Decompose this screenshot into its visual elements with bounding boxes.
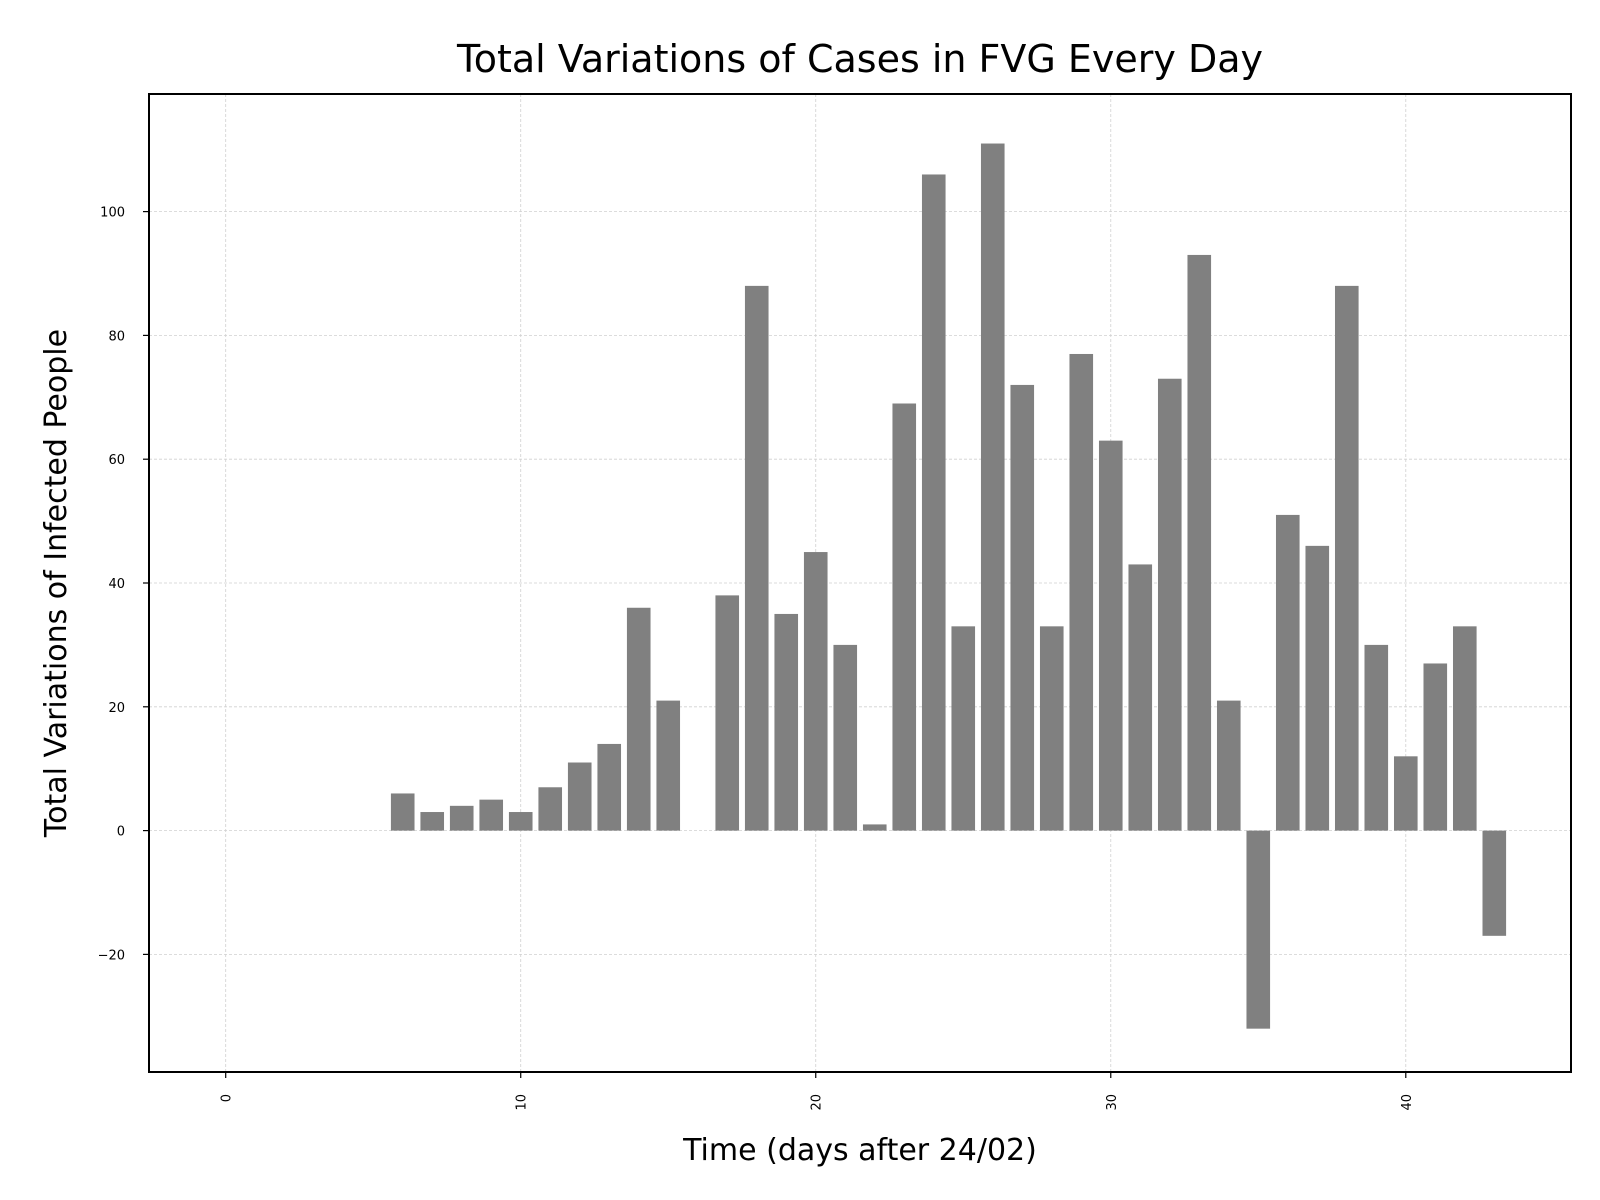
y-axis-label: Total Variations of Infected People — [39, 329, 74, 838]
bar-day-30 — [1098, 440, 1123, 831]
bar-day-17 — [715, 595, 740, 831]
chart-title: Total Variations of Cases in FVG Every D… — [456, 37, 1263, 81]
y-axis: −20 0 20 40 60 80 100 — [98, 206, 149, 963]
bar-day-38 — [1334, 285, 1359, 831]
bar-day-18 — [744, 285, 769, 831]
bar-day-35 — [1246, 830, 1271, 1029]
bar-day-11 — [538, 787, 563, 831]
bar-day-26 — [980, 143, 1005, 831]
x-tick-label: 0 — [220, 1094, 235, 1102]
bar-day-27 — [1010, 384, 1035, 831]
bar-day-24 — [921, 174, 946, 831]
x-axis: 0 10 20 30 40 — [220, 1072, 1415, 1111]
y-tick-label: 20 — [108, 701, 125, 716]
bar-day-6 — [390, 793, 415, 831]
bar-day-13 — [597, 743, 622, 831]
bar-day-23 — [892, 403, 917, 831]
y-tick-label: 60 — [108, 453, 125, 468]
x-axis-label: Time (days after 24/02) — [682, 1133, 1037, 1168]
bar-day-10 — [508, 812, 533, 831]
y-tick-label: −20 — [98, 948, 125, 963]
y-tick-label: 40 — [108, 577, 125, 592]
bar-day-34 — [1216, 700, 1241, 831]
y-tick-label: 0 — [117, 825, 125, 840]
x-tick-label: 40 — [1400, 1094, 1415, 1111]
bar-day-21 — [833, 644, 858, 831]
bar-day-32 — [1157, 378, 1182, 831]
bar-day-8 — [449, 805, 474, 831]
bar-day-14 — [626, 607, 651, 831]
bar-day-36 — [1275, 514, 1300, 831]
x-tick-label: 10 — [515, 1094, 530, 1111]
bar-day-39 — [1364, 644, 1389, 831]
bar-day-42 — [1452, 626, 1477, 831]
bar-day-20 — [803, 552, 828, 831]
bar-day-25 — [951, 626, 976, 831]
bar-day-12 — [567, 762, 592, 831]
bar-day-43 — [1482, 830, 1507, 936]
y-tick-label: 100 — [100, 206, 125, 221]
bar-day-19 — [774, 613, 799, 831]
grid — [149, 94, 1571, 1072]
bar-day-9 — [479, 799, 504, 831]
bar-day-40 — [1393, 756, 1418, 831]
bar-day-28 — [1039, 626, 1064, 831]
bar-day-7 — [420, 812, 445, 831]
x-tick-label: 20 — [810, 1094, 825, 1111]
y-tick-label: 80 — [108, 329, 125, 344]
bar-day-29 — [1069, 353, 1094, 831]
bar-day-37 — [1305, 545, 1330, 831]
bars — [390, 143, 1507, 1029]
x-tick-label: 30 — [1105, 1094, 1120, 1111]
bar-day-22 — [862, 824, 887, 831]
bar-day-15 — [656, 700, 681, 831]
bar-day-31 — [1128, 564, 1153, 831]
bar-day-41 — [1423, 663, 1448, 831]
bar-day-33 — [1187, 254, 1212, 831]
